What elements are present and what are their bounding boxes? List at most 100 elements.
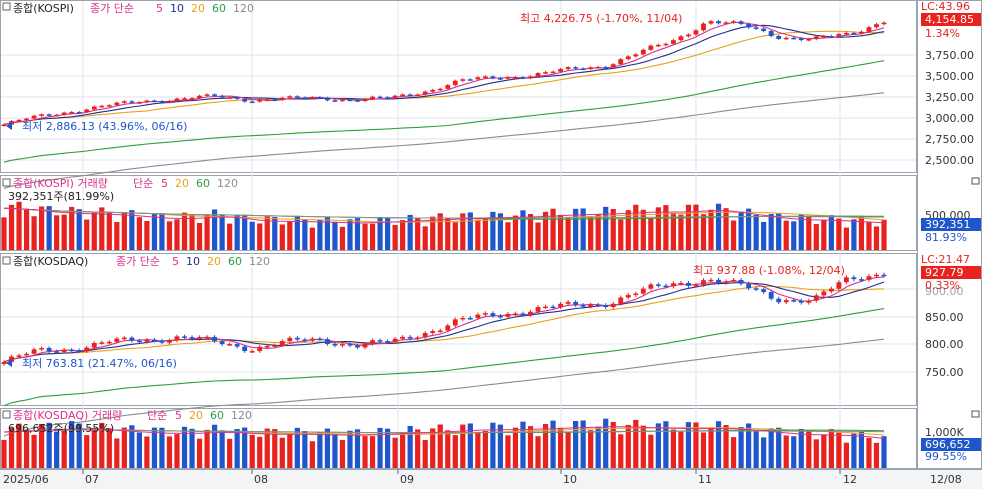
volume-bar bbox=[542, 211, 549, 250]
kospi-ma-60: 60 bbox=[212, 2, 226, 15]
kospi-y-tick: 2,750.00 bbox=[925, 133, 974, 146]
volume-bar bbox=[159, 427, 165, 468]
volume-bar bbox=[324, 217, 331, 250]
candle-body bbox=[99, 342, 105, 344]
ma-120-line bbox=[3, 92, 885, 189]
candle-body bbox=[633, 54, 639, 57]
volume-bar bbox=[798, 428, 804, 468]
volume-bar bbox=[580, 420, 586, 468]
volume-bar bbox=[317, 220, 323, 250]
volume-bar bbox=[362, 436, 368, 468]
kospi-volume-ma-5: 5 bbox=[161, 177, 168, 190]
kosdaq-price-panel-frame bbox=[0, 253, 917, 406]
volume-bar bbox=[272, 217, 278, 250]
kosdaq-collapse-toggle[interactable] bbox=[2, 256, 11, 265]
candle-body bbox=[54, 351, 60, 353]
volume-bar bbox=[640, 209, 646, 250]
volume-bar bbox=[61, 214, 67, 250]
volume-bar bbox=[309, 441, 315, 468]
volume-bar bbox=[866, 437, 872, 468]
volume-bar bbox=[234, 215, 240, 250]
kospi-volume-panel-frame bbox=[0, 175, 917, 251]
kospi-volume-layer bbox=[1, 201, 887, 250]
volume-bar bbox=[685, 204, 692, 250]
candle-body bbox=[31, 115, 37, 119]
volume-bar bbox=[678, 214, 684, 250]
candle-body bbox=[355, 100, 360, 102]
kosdaq-high-annotation: 최고 937.88 (-1.08%, 12/04) bbox=[693, 264, 845, 277]
candle-body bbox=[558, 68, 564, 72]
volume-bar bbox=[415, 429, 421, 468]
kosdaq-lc-label: LC:21.47 bbox=[921, 253, 970, 266]
candle-body bbox=[475, 314, 481, 318]
kospi-y-tick: 2,500.00 bbox=[925, 154, 974, 167]
candle-body bbox=[54, 114, 60, 117]
volume-bar bbox=[362, 223, 368, 250]
candle-body bbox=[505, 77, 511, 79]
kosdaq-current-volume-box bbox=[921, 438, 981, 451]
candle-body bbox=[227, 97, 233, 99]
candle-body bbox=[189, 98, 195, 100]
volume-bar bbox=[23, 209, 30, 250]
volume-bar bbox=[828, 429, 834, 468]
volume-bar bbox=[881, 219, 887, 250]
candle-body bbox=[445, 85, 451, 89]
candle-body bbox=[595, 67, 601, 69]
candle-body bbox=[828, 288, 834, 292]
candle-body bbox=[686, 282, 691, 286]
candle-body bbox=[768, 31, 774, 37]
candle-body bbox=[182, 98, 187, 100]
candle-body bbox=[723, 22, 729, 24]
candle-body bbox=[648, 45, 654, 50]
ma-60-line bbox=[3, 60, 885, 163]
volume-bar bbox=[730, 220, 737, 250]
volume-bar bbox=[460, 424, 466, 468]
candle-body bbox=[279, 341, 285, 346]
volume-bar bbox=[242, 214, 248, 250]
candle-body bbox=[355, 345, 360, 348]
candle-body bbox=[400, 94, 406, 96]
volume-bar bbox=[648, 434, 654, 468]
candle-body bbox=[114, 102, 120, 106]
candle-body bbox=[61, 112, 67, 115]
candle-body bbox=[219, 95, 225, 98]
volume-bar bbox=[339, 226, 346, 250]
volume-bar bbox=[309, 227, 315, 250]
volume-bar bbox=[166, 221, 173, 250]
volume-bar bbox=[144, 221, 150, 250]
volume-bar bbox=[700, 214, 707, 250]
volume-bar bbox=[106, 212, 112, 250]
kospi-volume-ma-120: 120 bbox=[217, 177, 238, 190]
volume-bar bbox=[475, 432, 481, 468]
volume-bar bbox=[527, 426, 534, 468]
candle-body bbox=[197, 95, 202, 99]
kospi-volume-collapse-toggle[interactable] bbox=[2, 178, 11, 187]
volume-bar bbox=[655, 207, 661, 250]
volume-bar bbox=[264, 216, 270, 250]
volume-bar bbox=[99, 422, 105, 468]
volume-bar bbox=[407, 214, 413, 250]
kosdaq-volume-close-icon[interactable] bbox=[971, 410, 980, 418]
volume-bar bbox=[46, 206, 52, 250]
kospi-volume-close-icon[interactable] bbox=[971, 177, 980, 185]
candle-body bbox=[302, 97, 308, 99]
candle-body bbox=[836, 282, 842, 289]
volume-bar bbox=[512, 215, 519, 250]
candle-body bbox=[678, 36, 684, 41]
candle-body bbox=[881, 274, 887, 277]
volume-bar bbox=[54, 431, 60, 468]
candle-body bbox=[505, 313, 511, 317]
kospi-collapse-toggle[interactable] bbox=[2, 2, 11, 11]
volume-bar bbox=[482, 430, 488, 468]
kosdaq-y-tick: 800.00 bbox=[925, 338, 964, 351]
candle-body bbox=[603, 67, 609, 69]
candle-body bbox=[828, 36, 834, 38]
candle-body bbox=[588, 67, 594, 70]
volume-bar bbox=[693, 204, 699, 250]
volume-bar bbox=[663, 205, 669, 250]
kosdaq-volume-collapse-toggle[interactable] bbox=[2, 410, 11, 419]
candle-body bbox=[701, 23, 706, 31]
volume-bar bbox=[181, 426, 188, 468]
volume-bar bbox=[858, 431, 865, 468]
